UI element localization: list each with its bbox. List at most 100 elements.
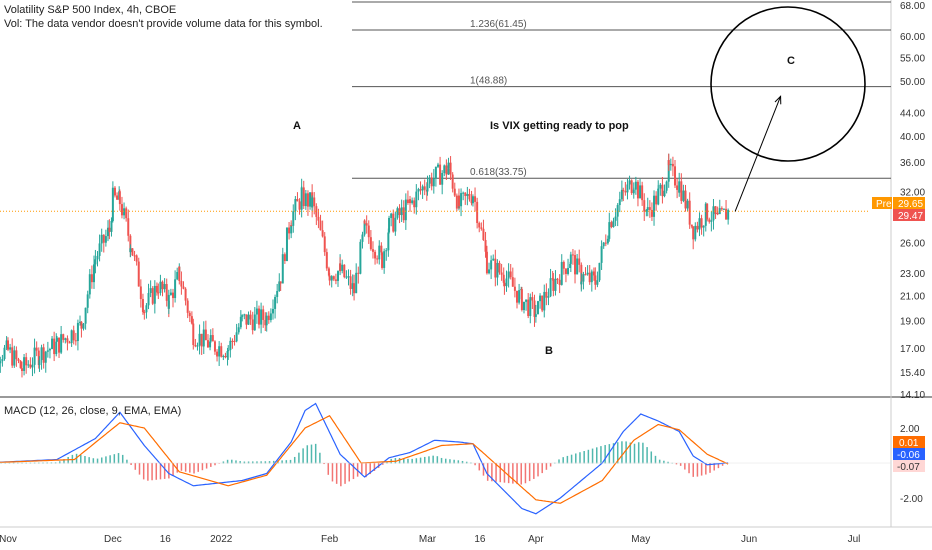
candle-body (345, 276, 348, 278)
candle-body (702, 225, 705, 228)
price-tick: 44.00 (900, 109, 925, 120)
wave-label-a[interactable]: A (293, 120, 301, 132)
candle-body (235, 332, 238, 342)
macd-hist-bar (541, 463, 543, 474)
candle-body (496, 262, 499, 278)
candle-body (274, 296, 277, 309)
candle-body (482, 228, 485, 241)
candle-body (492, 258, 495, 261)
candle-body (630, 180, 633, 194)
macd-hist-bar (386, 461, 388, 464)
candle-body (381, 252, 384, 268)
candle-body (500, 272, 503, 275)
candle-body (48, 349, 51, 351)
price-tick: 15.40 (900, 368, 925, 379)
candle-body (426, 183, 429, 192)
candle-body (363, 220, 366, 235)
candle-body (534, 314, 537, 317)
macd-hist-bar (335, 463, 338, 484)
candle-body (74, 340, 77, 342)
candle-body (349, 276, 352, 289)
wave-label-b[interactable]: B (545, 345, 553, 357)
candle-body (351, 283, 354, 289)
candle-body (419, 189, 422, 191)
time-tick: Jul (848, 534, 861, 545)
candle-body (40, 347, 43, 361)
candle-body (663, 190, 666, 197)
macd-hist-bar (117, 453, 120, 464)
candle-body (141, 298, 144, 313)
candle-body (596, 280, 599, 285)
macd-axis[interactable]: 2.00 -2.00 (900, 424, 923, 505)
macd-hist-bar (440, 457, 443, 464)
time-tick: Feb (321, 534, 339, 545)
time-axis[interactable]: Nov Dec 16 2022 Feb Mar 16 Apr May Jun Jul (0, 534, 860, 545)
candle-body (192, 323, 195, 346)
candle-body (13, 350, 16, 366)
candle-body (507, 271, 510, 279)
macd-hist-bar (96, 458, 99, 464)
candle-body (678, 181, 681, 193)
candle-body (153, 285, 156, 304)
macd-hist-bar (461, 460, 464, 464)
macd-hist-bar (268, 461, 271, 464)
candle-body (474, 196, 477, 202)
candle-body (646, 207, 649, 211)
macd-hist-bar (264, 461, 267, 464)
candle-body (449, 162, 452, 175)
target-circle-drawing[interactable] (710, 6, 866, 162)
macd-hist-bar (113, 454, 116, 464)
candle-body (116, 195, 119, 200)
candle-body (549, 278, 552, 297)
macd-hist-bar (260, 461, 262, 464)
idea-note[interactable]: Is VIX getting ready to pop (490, 120, 629, 132)
macd-hist-bar (692, 463, 694, 477)
price-axis[interactable]: 68.00 60.00 55.00 50.00 44.00 40.00 36.00 32.00… (900, 1, 925, 401)
candle-body (118, 191, 121, 205)
candle-body (445, 165, 448, 175)
projection-arrow[interactable] (734, 95, 782, 212)
macd-hist-bar (629, 442, 632, 464)
candle-body (659, 184, 662, 189)
candle-body (9, 347, 12, 350)
macd-hist-bar (235, 460, 237, 464)
candle-body (255, 308, 258, 315)
candle-body (453, 188, 456, 196)
candle-body (35, 347, 38, 351)
macd-hist-bar (239, 461, 241, 464)
macd-hist-bar (172, 463, 174, 476)
candle-body (515, 290, 518, 303)
candle-body (586, 272, 589, 275)
candle-body (608, 222, 611, 239)
candle-body (655, 195, 658, 205)
candle-body (574, 255, 577, 275)
candle-body (66, 338, 69, 343)
macd-hist-bar (524, 463, 527, 484)
candle-body (159, 281, 162, 293)
candle-body (428, 177, 431, 184)
macd-hist-bar (184, 463, 187, 472)
candle-body (443, 165, 446, 174)
candle-body (313, 197, 316, 207)
candle-body (527, 299, 530, 317)
candle-body (690, 224, 693, 227)
candle-body (25, 357, 28, 366)
macd-hist-bar (159, 463, 162, 480)
fib-levels[interactable]: 1.236(61.45) 1(48.88) 0.618(33.75) (352, 1, 891, 179)
candle-body (123, 208, 126, 216)
candle-body (102, 234, 105, 243)
wave-label-c[interactable]: C (787, 55, 795, 67)
macd-hist-bar (444, 458, 447, 464)
candle-body (704, 203, 707, 226)
candle-body (536, 301, 539, 315)
candle-body (161, 281, 164, 290)
time-tick: Dec (104, 534, 122, 545)
candle-body (641, 185, 644, 201)
candle-body (634, 181, 637, 190)
candle-body (108, 227, 111, 232)
candle-body (243, 314, 246, 316)
candle-body (306, 193, 309, 207)
candle-body (46, 350, 49, 352)
last-value: 29.47 (898, 211, 923, 222)
